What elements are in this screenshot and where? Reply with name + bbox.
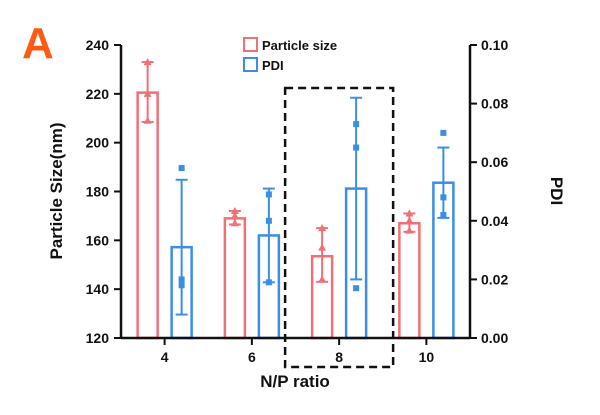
y2-tick-label: 0.02 — [481, 271, 508, 287]
particle-size-bar — [398, 221, 421, 340]
legend-swatch-particle-size — [243, 37, 258, 52]
y2-axis-label: PDI — [547, 177, 566, 205]
y-tick-label: 200 — [86, 135, 110, 151]
y2-tick-label: 0.00 — [481, 330, 508, 346]
particle-size-point — [405, 226, 414, 234]
particle-size-point — [230, 207, 239, 215]
x-tick-label: 8 — [335, 349, 343, 365]
y-tick-label: 240 — [86, 37, 110, 53]
y-tick-label: 220 — [86, 86, 110, 102]
y-tick-label: 140 — [86, 281, 110, 297]
y-tick-label: 180 — [86, 184, 110, 200]
particle-size-point — [318, 224, 327, 232]
particle-size-point — [318, 243, 327, 251]
pdi-point — [440, 129, 447, 136]
y-tick-label: 120 — [86, 330, 110, 346]
particle-size-bar — [223, 217, 247, 340]
legend: Particle size PDI — [243, 37, 337, 73]
y2-tick-label: 0.10 — [481, 37, 508, 53]
particle-size-point — [318, 275, 327, 283]
x-tick-label: 10 — [419, 349, 435, 365]
pdi-point — [440, 211, 447, 218]
particle-size-point — [143, 116, 152, 124]
pdi-point — [178, 282, 185, 289]
y2-tick-label: 0.04 — [481, 213, 508, 229]
particle-size-bar — [136, 91, 159, 340]
pdi-point — [353, 144, 360, 151]
pdi-point — [178, 276, 185, 283]
y2-tick-label: 0.08 — [481, 96, 508, 112]
particle-size-point — [405, 216, 414, 224]
pdi-point — [353, 121, 360, 128]
y-axis-label: Particle Size(nm) — [47, 123, 66, 260]
y2-tick-label: 0.06 — [481, 154, 508, 170]
particle-size-point — [230, 219, 239, 227]
particle-size-point — [143, 58, 152, 66]
legend-label-pdi: PDI — [262, 58, 284, 73]
pdi-point — [178, 165, 185, 172]
legend-swatch-pdi — [243, 57, 258, 72]
pdi-point — [265, 279, 272, 286]
plot-area — [136, 58, 455, 340]
particle-size-point — [230, 211, 239, 219]
particle-size-point — [143, 89, 152, 97]
legend-label-particle-size: Particle size — [262, 38, 337, 53]
panel-label: A — [22, 19, 54, 68]
highlight-box — [283, 86, 395, 369]
x-tick-label: 6 — [248, 349, 256, 365]
x-axis-label: N/P ratio — [260, 372, 330, 391]
pdi-point — [265, 217, 272, 224]
pdi-point — [440, 194, 447, 201]
y-tick-label: 160 — [86, 232, 110, 248]
pdi-point — [265, 191, 272, 198]
particle-size-point — [405, 209, 414, 217]
x-tick-label: 4 — [161, 349, 169, 365]
pdi-point — [353, 285, 360, 292]
